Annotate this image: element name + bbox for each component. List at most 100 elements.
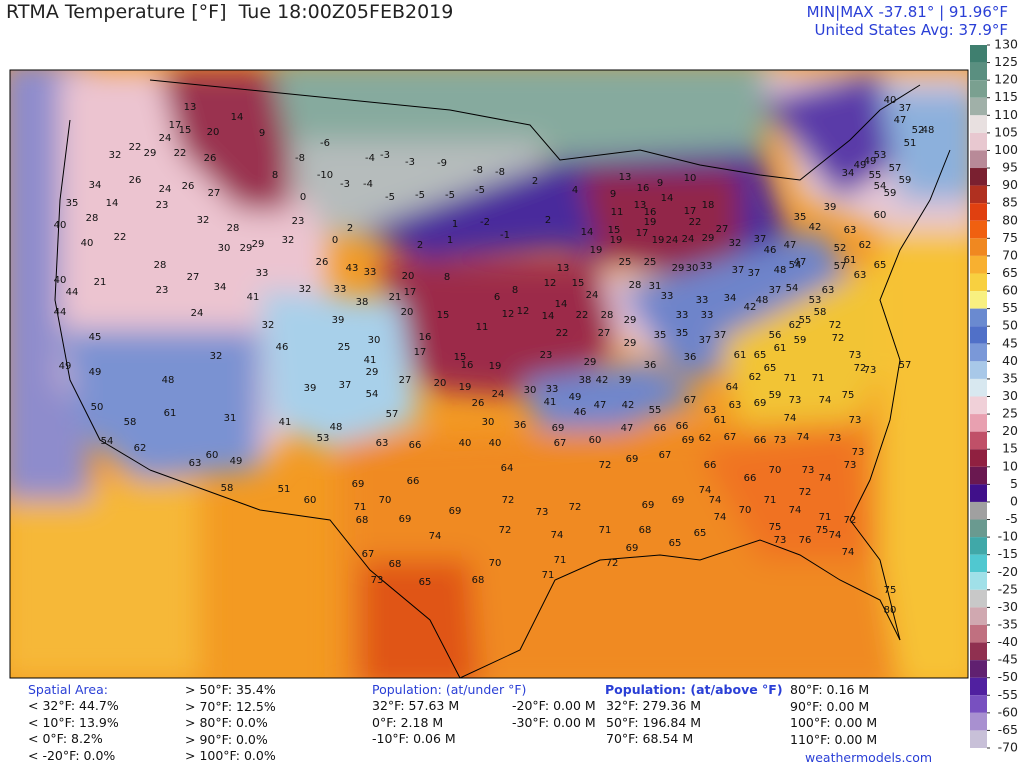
station-temperature: 69 — [352, 479, 365, 490]
station-temperature: 30 — [368, 335, 381, 346]
station-temperature: 66 — [654, 423, 667, 434]
station-temperature: 35 — [676, 328, 689, 339]
station-temperature: 75 — [769, 522, 782, 533]
station-temperature: 14 — [231, 112, 244, 123]
station-temperature: 71 — [599, 525, 612, 536]
station-temperature: 37 — [748, 268, 761, 279]
station-temperature: 17 — [169, 120, 182, 131]
station-temperature: 13 — [557, 263, 570, 274]
colorbar-segment — [970, 414, 987, 432]
station-temperature: 23 — [540, 350, 553, 361]
station-temperature: -5 — [445, 190, 455, 201]
colorbar-segment — [970, 712, 987, 731]
coast-line — [459, 539, 901, 678]
footer-text: < 10°F: 13.9% — [28, 714, 119, 730]
station-temperature: -1 — [500, 230, 510, 241]
colorbar-segment — [970, 642, 987, 661]
map-title: RTMA Temperature [°F] Tue 18:00Z05FEB201… — [6, 1, 454, 23]
colorbar-tick-label: -30 — [998, 599, 1018, 614]
station-temperature: 67 — [724, 432, 737, 443]
station-temperature: 73 — [536, 507, 549, 518]
coast-line — [54, 119, 151, 471]
station-temperature: 14 — [555, 299, 568, 310]
station-temperature: 51 — [278, 484, 291, 495]
station-temperature: 61 — [774, 343, 787, 354]
station-temperature: 69 — [672, 495, 685, 506]
station-temperature: 29 — [144, 148, 157, 159]
station-temperature: 19 — [489, 361, 502, 372]
station-temperature: 28 — [86, 213, 99, 224]
colorbar: 1301251201151101051009590858075706560555… — [970, 37, 1018, 755]
station-temperature: 50 — [91, 402, 104, 413]
station-temperature: 21 — [94, 277, 107, 288]
station-temperature: 34 — [89, 180, 102, 191]
station-temperature: 24 — [666, 235, 679, 246]
station-temperature: 65 — [669, 538, 682, 549]
station-temperature: 26 — [472, 398, 485, 409]
station-temperature: 19 — [644, 217, 657, 228]
station-temperature: 62 — [859, 240, 872, 251]
station-temperature: 24 — [159, 133, 172, 144]
station-temperature: 74 — [551, 530, 564, 541]
station-temperature: 12 — [502, 309, 515, 320]
station-temperature: 57 — [834, 261, 847, 272]
station-temperature: 16 — [644, 207, 657, 218]
station-temperature: 2 — [417, 240, 423, 251]
station-temperature: 74 — [819, 395, 832, 406]
colorbar-tick-label: 45 — [1002, 335, 1018, 350]
station-temperature: 48 — [922, 125, 935, 136]
station-temperature: 65 — [754, 350, 767, 361]
map-frame — [9, 69, 969, 679]
station-temperature: 65 — [874, 260, 887, 271]
station-temperature: 46 — [276, 342, 289, 353]
colorbar-segment — [970, 97, 987, 116]
colorbar-segment — [970, 519, 987, 538]
station-temperature: 64 — [501, 463, 514, 474]
station-temperature: 44 — [66, 287, 79, 298]
station-temperature: 45 — [89, 332, 102, 343]
footer-text: Population: (at/above °F) — [605, 682, 783, 697]
station-temperature: 14 — [581, 227, 594, 238]
station-temperature: 54 — [366, 389, 379, 400]
station-temperature: 30 — [482, 417, 495, 428]
station-temperature: 60 — [304, 495, 317, 506]
colorbar-tick-label: -15 — [998, 546, 1018, 561]
station-temperature: 27 — [716, 224, 729, 235]
station-temperature: 57 — [386, 409, 399, 420]
station-temperature: 48 — [330, 422, 343, 433]
station-temperature: 28 — [154, 260, 167, 271]
colorbar-segment — [970, 431, 987, 450]
station-temperature: 71 — [542, 570, 555, 581]
station-temperature: 47 — [894, 115, 907, 126]
station-temperature: 73 — [774, 435, 787, 446]
station-temperature: 27 — [399, 375, 412, 386]
station-temperature: 72 — [499, 525, 512, 536]
station-temperature: 22 — [576, 310, 589, 321]
station-temperature: 73 — [774, 535, 787, 546]
station-temperature: -3 — [340, 179, 350, 190]
station-temperature: 21 — [389, 292, 402, 303]
footer-text: -20°F: 0.00 M — [512, 698, 596, 713]
temperature-field — [10, 70, 968, 678]
footer-text: 0°F: 2.18 M — [372, 714, 444, 730]
station-temperature: 24 — [682, 234, 695, 245]
station-temperature: 67 — [659, 450, 672, 461]
station-temperature: 31 — [224, 413, 237, 424]
colorbar-segment — [970, 45, 987, 63]
colorbar-tick-label: 85 — [1002, 195, 1018, 210]
station-temperature: -8 — [295, 153, 305, 164]
station-temperature: 37 — [899, 103, 912, 114]
colorbar-tick-label: 130 — [994, 37, 1018, 52]
colorbar-tick-label: -35 — [998, 616, 1018, 631]
colorbar-segment — [970, 62, 987, 81]
footer-text: > 50°F: 35.4% — [185, 682, 276, 697]
footer-text: 110°F: 0.00 M — [790, 731, 878, 747]
station-temperature: 71 — [812, 373, 825, 384]
station-temperature: -2 — [480, 217, 490, 228]
colorbar-segment — [970, 220, 987, 239]
station-temperature: 53 — [317, 433, 330, 444]
station-temperature: 23 — [156, 285, 169, 296]
station-temperature: 52 — [834, 243, 847, 254]
colorbar-tick-label: -45 — [998, 652, 1018, 667]
station-temperature: 11 — [476, 322, 489, 333]
